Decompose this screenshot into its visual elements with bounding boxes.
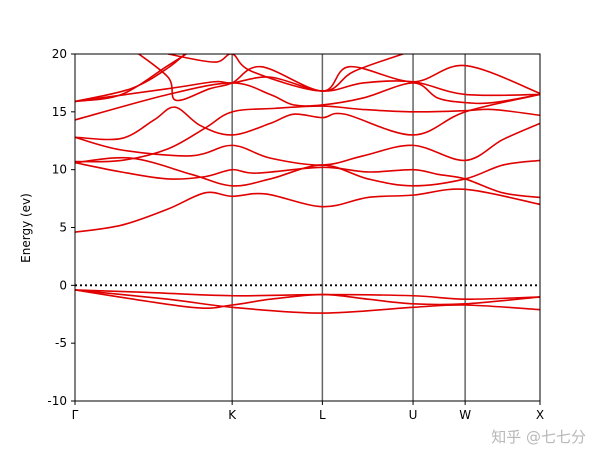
- band-9: [75, 93, 540, 141]
- band-11: [75, 76, 540, 103]
- band-13: [75, 54, 188, 103]
- band-7: [75, 122, 540, 166]
- band-6: [75, 156, 540, 187]
- band-3: [75, 289, 540, 314]
- kpoint-lines: [231, 54, 466, 401]
- y-tick-label: 5: [59, 221, 67, 235]
- y-tick-label: 10: [52, 163, 67, 177]
- y-tick-label: 20: [52, 47, 67, 61]
- x-tick-label: Γ: [72, 408, 79, 422]
- y-tick-label: 15: [52, 105, 67, 119]
- x-tick-label: L: [319, 408, 326, 422]
- watermark: 知乎 @七七分: [491, 428, 586, 446]
- band-15: [167, 54, 406, 92]
- y-axis: -10 -5 0 5 10 15 20: [47, 47, 75, 408]
- x-tick-label: U: [409, 408, 418, 422]
- y-tick-label: 0: [59, 278, 67, 292]
- y-tick-label: -10: [47, 394, 67, 408]
- x-tick-label: X: [536, 408, 544, 422]
- x-tick-label: K: [228, 408, 237, 422]
- x-tick-label: W: [459, 408, 471, 422]
- y-tick-label: -5: [55, 336, 67, 350]
- y-axis-label: Energy (ev): [19, 193, 33, 263]
- band-4: [75, 188, 540, 233]
- band-10: [75, 82, 540, 121]
- bands: [75, 54, 540, 314]
- band-14: [137, 54, 540, 102]
